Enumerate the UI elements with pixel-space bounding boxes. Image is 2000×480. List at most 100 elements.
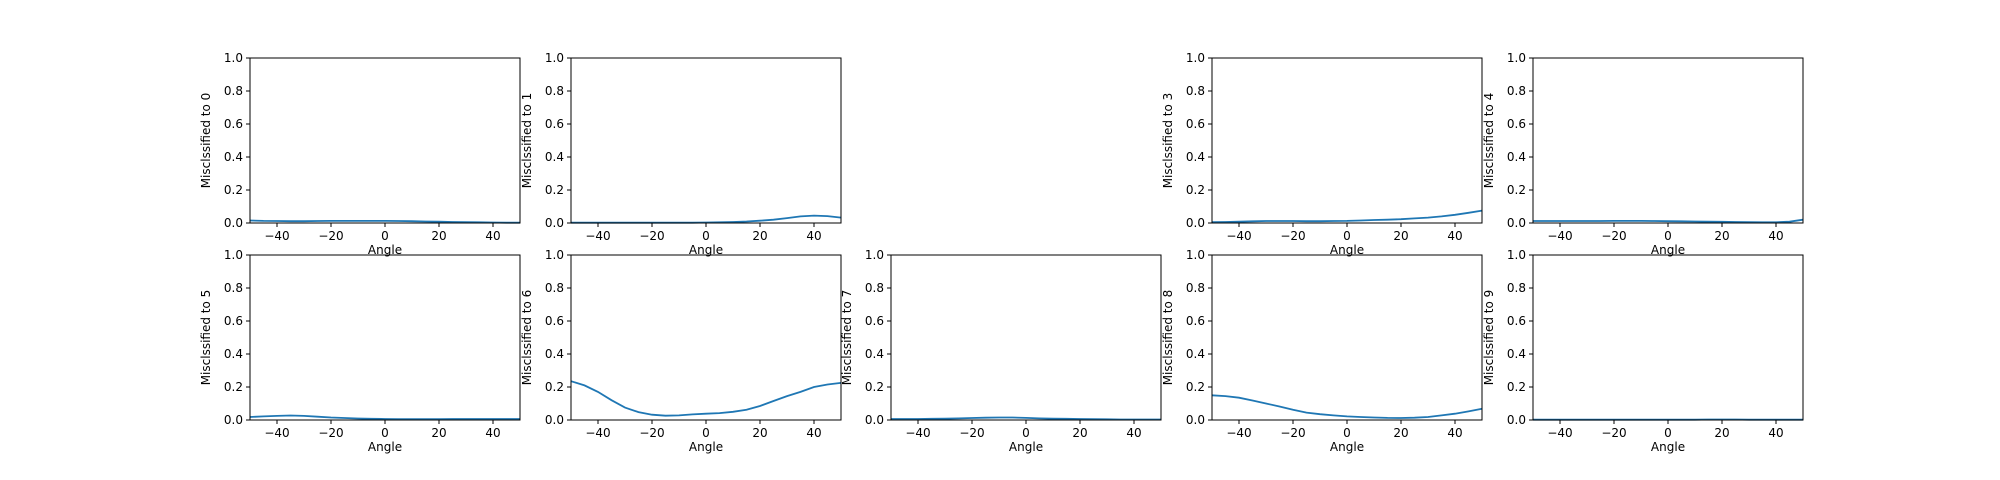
subplot-5: −40 −20 0 20 40 0.0 0.2 0.4 0.6 0.8 1.0 Angle Miscls… [520, 248, 842, 454]
y-tick-label: 1.0 [865, 248, 884, 262]
y-tick-label: 0.8 [1507, 281, 1526, 295]
x-tick-label: −40 [585, 426, 610, 440]
y-tick-label: 0.0 [1186, 216, 1205, 230]
x-tick-label: 20 [431, 229, 446, 243]
x-tick-label: 0 [702, 229, 710, 243]
y-axis-label: Misclssified to 7 [840, 290, 854, 386]
x-tick-label: 20 [1072, 426, 1087, 440]
series-line-0 [249, 219, 520, 224]
x-tick-label: −20 [639, 426, 664, 440]
x-tick-label: 40 [1447, 229, 1462, 243]
x-tick-label: −20 [1280, 426, 1305, 440]
y-tick-label: 0.6 [1507, 314, 1526, 328]
subplot-8: −40 −20 0 20 40 0.0 0.2 0.4 0.6 0.8 1.0 Angle Miscls… [1482, 248, 1804, 454]
y-tick-label: 0.2 [1186, 183, 1205, 197]
y-tick-label: 1.0 [1186, 248, 1205, 262]
y-tick-label: 0.6 [545, 117, 564, 131]
y-axis-label: Misclssified to 4 [1482, 93, 1496, 189]
y-tick-label: 0.8 [545, 281, 564, 295]
y-tick-label: 0.8 [224, 281, 243, 295]
y-tick-label: 0.4 [224, 347, 243, 361]
y-tick-label: 1.0 [545, 51, 564, 65]
x-tick-label: 20 [431, 426, 446, 440]
y-tick-label: 0.0 [545, 413, 564, 427]
y-tick-label: 0.0 [224, 216, 243, 230]
x-axis-label: Angle [1651, 243, 1685, 257]
x-tick-label: −20 [1280, 229, 1305, 243]
x-tick-label: −20 [1601, 426, 1626, 440]
y-tick-label: 0.2 [224, 183, 243, 197]
y-tick-label: 0.4 [1186, 347, 1205, 361]
y-axis-label: Misclssified to 1 [520, 93, 534, 189]
subplot-4: −40 −20 0 20 40 0.0 0.2 0.4 0.6 0.8 1.0 Angle Miscls… [199, 248, 521, 454]
x-tick-label: 0 [1664, 426, 1672, 440]
subplot-7: −40 −20 0 20 40 0.0 0.2 0.4 0.6 0.8 1.0 Angle Miscls… [1161, 248, 1483, 454]
y-tick-label: 0.0 [224, 413, 243, 427]
y-axis-label: Misclssified to 6 [520, 290, 534, 386]
y-tick-label: 1.0 [1186, 51, 1205, 65]
y-tick-label: 1.0 [545, 248, 564, 262]
y-tick-label: 0.4 [1507, 347, 1526, 361]
y-tick-label: 0.6 [1186, 314, 1205, 328]
x-axis-label: Angle [689, 440, 723, 454]
series-line-0 [891, 416, 1161, 421]
y-tick-label: 0.2 [1507, 183, 1526, 197]
x-tick-label: −40 [1547, 426, 1572, 440]
x-tick-label: 20 [1393, 426, 1408, 440]
x-axis-label: Angle [1009, 440, 1043, 454]
y-tick-label: 0.0 [1507, 216, 1526, 230]
y-tick-label: 1.0 [224, 51, 243, 65]
y-tick-label: 0.0 [865, 413, 884, 427]
x-tick-label: 40 [806, 229, 821, 243]
subplot-0: −40 −20 0 20 40 0.0 0.2 0.4 0.6 0.8 1.0 Angle Miscls… [199, 51, 521, 257]
x-tick-label: 0 [1343, 229, 1351, 243]
x-tick-label: 20 [1393, 229, 1408, 243]
y-tick-label: 0.0 [1507, 413, 1526, 427]
y-tick-label: 0.8 [1186, 281, 1205, 295]
x-tick-label: 40 [485, 426, 500, 440]
series-line-0 [249, 414, 520, 421]
x-tick-label: 0 [1022, 426, 1030, 440]
x-axis-label: Angle [368, 440, 402, 454]
subplot-1: −40 −20 0 20 40 0.0 0.2 0.4 0.6 0.8 1.0 Angle Miscls… [520, 51, 842, 257]
x-axis-label: Angle [368, 243, 402, 257]
subplot-3: −40 −20 0 20 40 0.0 0.2 0.4 0.6 0.8 1.0 Angle Miscls… [1482, 51, 1804, 257]
y-tick-label: 0.6 [1507, 117, 1526, 131]
x-tick-label: −40 [264, 229, 289, 243]
x-axis-label: Angle [689, 243, 723, 257]
y-tick-label: 0.0 [545, 216, 564, 230]
x-tick-label: 20 [1714, 426, 1729, 440]
x-tick-label: −40 [1226, 229, 1251, 243]
subplot-2: −40 −20 0 20 40 0.0 0.2 0.4 0.6 0.8 1.0 Angle Miscls… [1161, 51, 1483, 257]
series-line-0 [1211, 209, 1483, 224]
x-tick-label: 40 [1768, 229, 1783, 243]
y-tick-label: 0.4 [545, 150, 564, 164]
x-tick-label: −40 [905, 426, 930, 440]
x-tick-label: 40 [1768, 426, 1783, 440]
x-tick-label: 0 [1343, 426, 1351, 440]
x-tick-label: 0 [381, 229, 389, 243]
y-tick-label: 0.4 [1186, 150, 1205, 164]
y-tick-label: 0.2 [545, 380, 564, 394]
x-tick-label: −20 [639, 229, 664, 243]
x-axis-label: Angle [1330, 440, 1364, 454]
x-tick-label: −40 [1547, 229, 1572, 243]
y-tick-label: 0.4 [224, 150, 243, 164]
x-tick-label: 0 [1664, 229, 1672, 243]
y-axis-label: Misclssified to 8 [1161, 290, 1175, 386]
series-line-0 [1211, 394, 1483, 419]
y-tick-label: 0.2 [545, 183, 564, 197]
x-tick-label: −20 [959, 426, 984, 440]
y-tick-label: 0.2 [224, 380, 243, 394]
series-line-0 [570, 380, 842, 417]
y-tick-label: 0.4 [545, 347, 564, 361]
x-axis-label: Angle [1330, 243, 1364, 257]
x-tick-label: −40 [585, 229, 610, 243]
subplot-6: −40 −20 0 20 40 0.0 0.2 0.4 0.6 0.8 1.0 Angle Miscls… [840, 248, 1162, 454]
y-tick-label: 0.8 [1507, 84, 1526, 98]
y-tick-label: 0.8 [224, 84, 243, 98]
x-tick-label: −20 [318, 229, 343, 243]
x-tick-label: 20 [1714, 229, 1729, 243]
